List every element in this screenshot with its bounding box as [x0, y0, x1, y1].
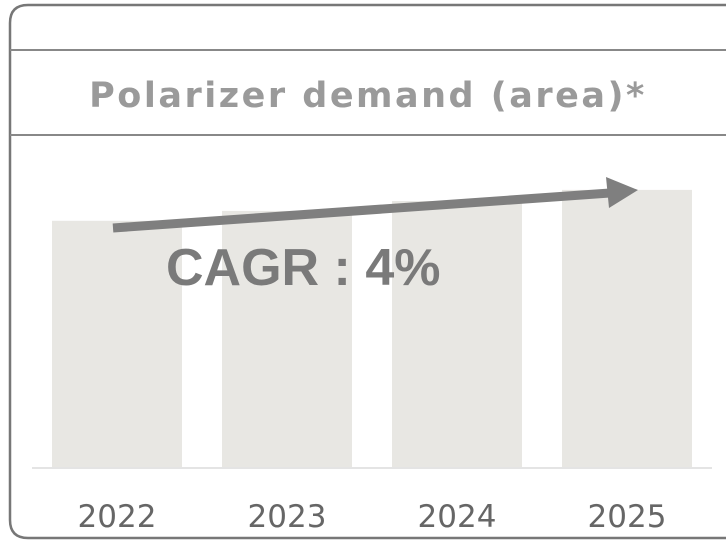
bar — [52, 220, 182, 468]
bar — [392, 201, 522, 469]
arrow-head — [606, 177, 638, 208]
x-axis: 2022 2023 2024 2025 — [78, 499, 667, 535]
cagr-annotation: CAGR : 4% — [166, 239, 440, 297]
frame — [8, 3, 726, 540]
x-tick-label: 2023 — [248, 499, 327, 535]
bar — [562, 189, 692, 468]
bars — [52, 189, 692, 469]
bar — [222, 210, 352, 469]
x-tick-label: 2022 — [78, 499, 157, 535]
chart-title: Polarizer demand (area)* — [89, 76, 647, 116]
x-tick-label: 2025 — [588, 499, 667, 535]
x-tick-label: 2024 — [418, 499, 497, 535]
trend-arrow — [112, 188, 611, 233]
